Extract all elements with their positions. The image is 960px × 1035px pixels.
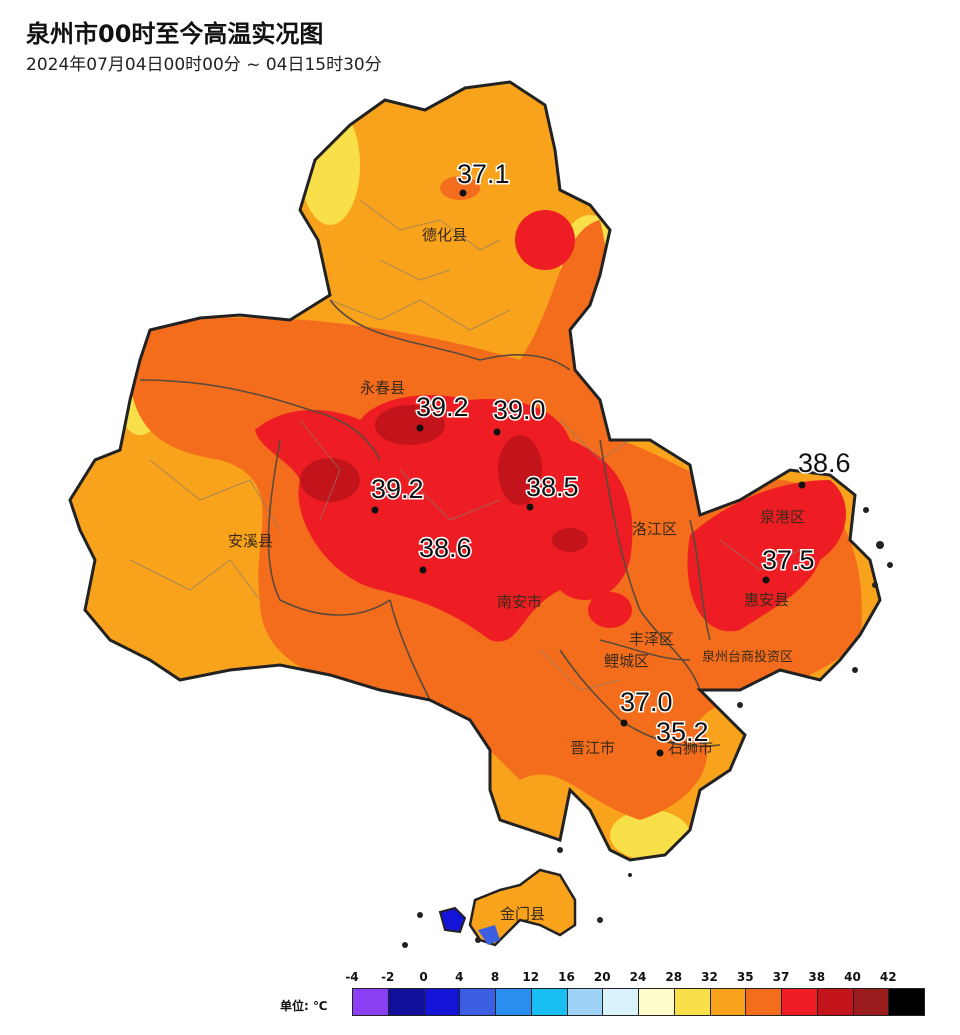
legend-swatch [602,988,639,1016]
county-label: 石狮市 [668,739,713,757]
legend-swatch [638,988,675,1016]
county-label: 晋江市 [570,739,615,757]
station-dot [416,424,424,432]
legend-tick: 0 [419,970,428,984]
legend-tick: 32 [701,970,718,984]
county-label: 洛江区 [632,520,677,538]
township-boundaries [129,199,801,691]
legend-swatch [673,988,711,1016]
station-dot [526,503,534,511]
legend-tick: -2 [381,970,395,984]
legend-unit: 单位: ℃ [280,999,328,1013]
legend-swatch [888,988,925,1016]
legend-swatch [709,988,747,1016]
station-dot [656,749,664,757]
temperature-field [70,82,880,860]
island-dots [402,507,893,948]
legend-tick: 37 [772,970,790,984]
map-title: 泉州市00时至今高温实况图 [26,20,324,48]
station-dot [620,719,628,727]
station-value: 37.0 [620,687,673,717]
station-value: 37.1 [457,159,510,189]
county-label: 泉港区 [760,508,805,526]
legend-swatch [423,988,461,1016]
county-label: 永春县 [360,379,405,397]
legend-swatch [566,988,604,1016]
station-dot [371,506,379,514]
county-label: 惠安县 [744,591,789,609]
county-boundaries [139,299,721,748]
kinmen-island [438,868,577,947]
legend-swatch [745,988,782,1016]
station-values: 37.1 39.2 39.0 39.2 38.5 38.6 38.6 37.5 … [370,158,853,749]
station-value: 35.2 [656,717,709,747]
legend-swatch [495,988,532,1016]
station-dot [419,566,427,574]
legend-tick: 16 [558,970,575,984]
map-subtitle: 2024年07月04日00时00分 ~ 04日15时30分 [26,55,382,75]
legend-tick: 35 [736,970,754,984]
legend-swatch [781,988,818,1016]
station-value: 39.2 [371,474,424,504]
legend-tick: 28 [665,970,683,984]
county-labels: 德化县 永春县 安溪县 南安市 洛江区 泉港区 惠安县 丰泽区 鲤城区 泉州台商… [228,226,805,923]
legend-tick: 4 [455,970,464,984]
temperature-map: 德化县 永春县 安溪县 南安市 洛江区 泉港区 惠安县 丰泽区 鲤城区 泉州台商… [68,80,893,948]
station-value: 38.6 [419,533,472,563]
station-dot [459,189,467,197]
legend-tick: 12 [522,970,540,984]
station-dot [762,576,770,584]
station-markers [371,189,806,757]
station-value: 39.0 [493,395,546,425]
county-label: 南安市 [497,593,542,611]
county-label: 德化县 [422,226,467,244]
county-label: 丰泽区 [629,630,674,648]
station-value: 38.5 [526,472,579,502]
legend-tick: 24 [629,970,647,984]
station-value: 37.5 [762,545,815,575]
station-value: 38.6 [798,448,851,478]
legend-tick: 40 [844,970,861,984]
legend-tick: 42 [879,970,897,984]
legend-swatch [816,988,854,1016]
legend-tick: -4 [345,970,359,984]
county-label: 泉州台商投资区 [702,649,793,665]
county-label: 安溪县 [228,532,273,550]
legend-swatch [387,988,425,1016]
legend-swatch [852,988,890,1016]
legend-tick: 20 [593,970,611,984]
legend-swatch [530,988,568,1016]
legend-swatch [352,988,389,1016]
legend-tick: 8 [490,970,500,984]
legend-tick: 38 [808,970,826,984]
county-label: 鲤城区 [604,652,649,670]
station-value: 39.2 [416,392,469,422]
county-label: 金门县 [500,905,545,923]
legend-swatch [459,988,496,1016]
station-dot [493,428,501,436]
station-dot [798,481,806,489]
